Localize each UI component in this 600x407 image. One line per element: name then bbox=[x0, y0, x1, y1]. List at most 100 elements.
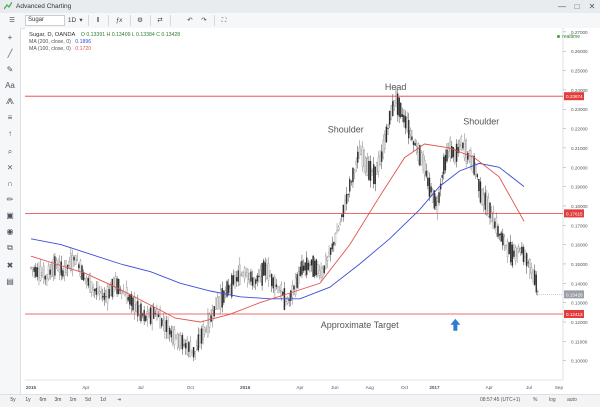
undo-icon[interactable]: ↶ bbox=[184, 15, 196, 26]
candle-body bbox=[504, 237, 505, 246]
range-button-3m[interactable]: 3m bbox=[51, 396, 65, 405]
minimize-button[interactable]: — bbox=[555, 0, 569, 13]
candle-body bbox=[336, 231, 337, 234]
trash-icon[interactable]: ▤ bbox=[3, 276, 17, 288]
arrow-icon[interactable]: ↑ bbox=[3, 128, 17, 140]
range-button-5d[interactable]: 5d bbox=[81, 396, 95, 405]
candle-body bbox=[105, 297, 106, 298]
pencil-icon[interactable]: ✏ bbox=[3, 194, 17, 206]
settings-icon[interactable]: ⚙ bbox=[134, 15, 146, 26]
menu-icon[interactable]: ☰ bbox=[6, 15, 18, 26]
app-logo-icon bbox=[4, 2, 12, 10]
candle-body bbox=[274, 278, 275, 291]
legend-ohlc: O 0.13391 H 0.13409 L 0.13384 C 0.13428 bbox=[81, 32, 180, 38]
range-button-5y[interactable]: 5y bbox=[6, 396, 20, 405]
candle-body bbox=[515, 248, 516, 261]
candle-body bbox=[442, 175, 443, 177]
price-chart[interactable]: 0.270000.260000.250000.240000.230000.220… bbox=[25, 28, 600, 394]
candle-body bbox=[429, 178, 430, 197]
candle-body bbox=[121, 291, 122, 294]
candle-body bbox=[303, 266, 304, 271]
range-button-6m[interactable]: 6m bbox=[36, 396, 50, 405]
compare-icon[interactable]: ⇄ bbox=[154, 15, 166, 26]
legend-ma200-label: MA (200, close, 0) bbox=[29, 39, 71, 45]
candle-body bbox=[499, 234, 500, 235]
candle-body bbox=[496, 218, 497, 233]
candle-body bbox=[415, 143, 416, 145]
y-tick-label: 0.20000 bbox=[571, 165, 588, 170]
fullscreen-icon[interactable]: ⛶ bbox=[218, 15, 230, 26]
indicators-icon[interactable]: ƒx bbox=[112, 15, 126, 26]
candle-body bbox=[314, 261, 315, 276]
magnet-icon[interactable]: ∩ bbox=[3, 178, 17, 190]
candle-body bbox=[174, 330, 175, 345]
log-toggle[interactable]: log bbox=[549, 396, 556, 405]
brush-icon[interactable]: ✎ bbox=[3, 64, 17, 76]
eye-icon[interactable]: ◉ bbox=[3, 226, 17, 238]
candle-body bbox=[321, 268, 322, 278]
y-tick-label: 0.11000 bbox=[571, 339, 588, 344]
redo-icon[interactable]: ↷ bbox=[198, 15, 210, 26]
symbol-search-input[interactable]: Sugar bbox=[25, 15, 65, 26]
candle-body bbox=[152, 307, 153, 323]
maximize-button[interactable]: □ bbox=[570, 0, 584, 13]
candle-body bbox=[144, 310, 145, 321]
candle-body bbox=[59, 262, 60, 273]
crosshair-icon[interactable]: + bbox=[3, 32, 17, 44]
candle-body bbox=[182, 335, 183, 349]
y-tick-label: 0.15000 bbox=[571, 262, 588, 267]
pattern-icon[interactable]: ⨇ bbox=[3, 96, 17, 108]
zoom-icon[interactable]: ⌕ bbox=[3, 146, 17, 158]
link-icon[interactable]: ⧉ bbox=[3, 242, 17, 254]
range-button-1m[interactable]: 1m bbox=[66, 396, 80, 405]
candle-body bbox=[391, 106, 392, 120]
candle-body bbox=[300, 267, 301, 276]
toolbar-divider bbox=[214, 15, 215, 26]
candle-style-icon[interactable]: ⫴ bbox=[92, 15, 104, 26]
auto-toggle[interactable]: auto bbox=[567, 396, 577, 405]
fib-icon[interactable]: ≡ bbox=[3, 112, 17, 124]
candle-body bbox=[364, 151, 365, 167]
candle-body bbox=[78, 265, 79, 268]
chevron-down-icon[interactable]: ▾ bbox=[77, 15, 85, 26]
candle-body bbox=[386, 127, 387, 142]
annotation-text: Shoulder bbox=[328, 124, 364, 134]
candle-body bbox=[482, 190, 483, 205]
candle-body bbox=[438, 192, 439, 202]
candle-body bbox=[145, 316, 146, 321]
candle-body bbox=[94, 289, 95, 291]
range-button-1d[interactable]: 1d bbox=[96, 396, 110, 405]
candle-body bbox=[311, 260, 312, 266]
percent-toggle[interactable]: % bbox=[533, 396, 537, 405]
candle-body bbox=[171, 331, 172, 337]
candle-body bbox=[163, 320, 164, 324]
candle-body bbox=[362, 147, 363, 167]
trend-line-icon[interactable]: ╱ bbox=[3, 48, 17, 60]
candle-body bbox=[505, 245, 506, 247]
goto-date-icon[interactable]: ⇥ bbox=[114, 396, 124, 405]
candle-body bbox=[220, 290, 221, 309]
x-tick-label: Oct bbox=[401, 385, 409, 390]
candle-body bbox=[289, 300, 290, 301]
candle-body bbox=[126, 287, 127, 303]
candle-body bbox=[502, 234, 503, 245]
lock-icon[interactable]: ▣ bbox=[3, 210, 17, 222]
candle-body bbox=[501, 233, 502, 242]
candle-body bbox=[80, 261, 81, 277]
remove-drawings-icon[interactable]: ✖ bbox=[3, 260, 17, 272]
y-tick-label: 0.13000 bbox=[571, 301, 588, 306]
y-tick-label: 0.19000 bbox=[571, 185, 588, 190]
candle-body bbox=[352, 168, 353, 182]
range-button-1y[interactable]: 1y bbox=[21, 396, 35, 405]
realtime-indicator: realtime bbox=[557, 34, 580, 40]
candle-body bbox=[446, 150, 447, 161]
close-button[interactable]: ✕ bbox=[585, 0, 599, 13]
candle-body bbox=[132, 298, 133, 310]
y-tick-label: 0.24000 bbox=[571, 88, 588, 93]
candle-body bbox=[183, 345, 184, 346]
text-icon[interactable]: Aa bbox=[3, 80, 17, 92]
candle-body bbox=[464, 140, 465, 158]
measure-icon[interactable]: ⨯ bbox=[3, 162, 17, 174]
